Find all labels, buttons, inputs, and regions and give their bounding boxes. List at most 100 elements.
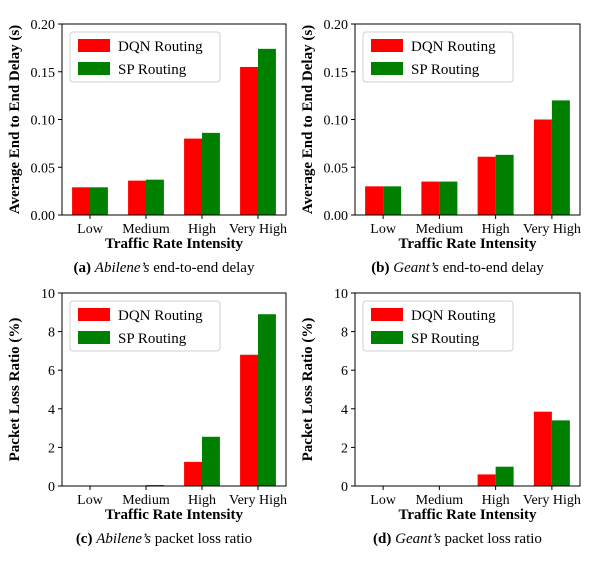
bar-dqn-high	[184, 461, 202, 487]
plot-frame	[61, 292, 287, 487]
legend-swatch-dqn	[78, 39, 110, 52]
y-tick-label: 6	[341, 364, 348, 379]
y-tick-label: 0.05	[31, 161, 56, 176]
figure-caption: (a) Abilene’s end-to-end delay	[74, 260, 255, 276]
bar-sp-very-high	[258, 314, 276, 486]
y-tick-label: 0.00	[324, 209, 349, 224]
figure-caption: (d) Geant’s packet loss ratio	[373, 531, 542, 547]
bar-dqn-very-high	[533, 411, 552, 486]
figure-caption: (b) Geant’s end-to-end delay	[371, 260, 544, 276]
x-tick-label: Medium	[416, 493, 464, 508]
legend-label-dqn: DQN Routing	[411, 308, 496, 324]
x-tick-label: High	[482, 222, 510, 237]
y-tick-label: 0	[48, 480, 55, 495]
x-tick-label: Medium	[122, 222, 170, 237]
caption-tag: (b)	[371, 260, 393, 276]
bar-sp-high	[202, 132, 220, 215]
legend-label-sp: SP Routing	[118, 331, 187, 347]
x-tick-label: Very High	[229, 222, 287, 237]
y-tick-label: 0.10	[31, 114, 56, 129]
x-tick-label: High	[188, 222, 216, 237]
bar-sp-medium	[439, 181, 458, 215]
legend-label-dqn: DQN Routing	[118, 308, 203, 324]
caption-metric: packet loss ratio	[444, 531, 541, 547]
legend-swatch-sp	[78, 62, 110, 75]
x-tick-label: Low	[77, 493, 104, 508]
y-axis-label: Average End to End Delay (s)	[7, 25, 23, 214]
x-tick-label: High	[482, 493, 510, 508]
legend-swatch-sp	[371, 331, 403, 344]
x-tick-label: Low	[370, 222, 397, 237]
x-axis-label: Traffic Rate Intensity	[398, 507, 537, 523]
legend-swatch-sp	[78, 331, 110, 344]
x-tick-label: Medium	[122, 493, 170, 508]
bar-dqn-low	[72, 187, 90, 215]
y-axis-label: Packet Loss Ratio (%)	[300, 318, 316, 462]
legend-swatch-sp	[371, 62, 403, 75]
x-tick-label: Very High	[523, 493, 581, 508]
y-tick-label: 4	[48, 403, 55, 418]
panel-a-chart: 0.00 0.05 0.10 0.15 0.20 Low Medium High Very Hi…	[7, 18, 287, 276]
y-tick-label: 6	[48, 364, 55, 379]
bar-dqn-low	[365, 186, 384, 215]
y-tick-label: 8	[341, 326, 348, 341]
caption-network: Geant’s	[395, 531, 444, 547]
bar-dqn-medium	[128, 180, 146, 215]
legend: DQN Routing SP Routing	[69, 31, 221, 83]
y-tick-label: 0.15	[324, 66, 349, 81]
legend-label-dqn: DQN Routing	[118, 39, 203, 55]
legend-label-sp: SP Routing	[411, 331, 480, 347]
panel-b-chart: 0.00 0.05 0.10 0.15 0.20 Low Medium High Very Hi…	[300, 18, 581, 276]
bar-dqn-very-high	[240, 354, 258, 486]
x-axis-label: Traffic Rate Intensity	[105, 236, 244, 252]
y-tick-label: 0.00	[31, 209, 56, 224]
bar-dqn-very-high	[240, 66, 258, 215]
bar-sp-very-high	[258, 48, 276, 215]
y-tick-label: 2	[341, 441, 348, 456]
plot-frame	[354, 292, 581, 487]
x-tick-label: Very High	[523, 222, 581, 237]
legend: DQN Routing SP Routing	[362, 300, 514, 352]
bar-dqn-medium	[421, 181, 440, 215]
bar-sp-low	[90, 187, 108, 215]
y-tick-label: 0	[341, 480, 348, 495]
bar-sp-medium	[146, 179, 164, 215]
y-tick-label: 0.05	[324, 161, 349, 176]
y-tick-label: 0.15	[31, 66, 56, 81]
x-axis-label: Traffic Rate Intensity	[105, 507, 244, 523]
caption-tag: (d)	[373, 531, 395, 547]
figure-caption: (c) Abilene’s packet loss ratio	[76, 531, 252, 547]
caption-metric: packet loss ratio	[155, 531, 252, 547]
legend: DQN Routing SP Routing	[69, 300, 221, 352]
caption-tag: (a)	[74, 260, 95, 276]
bar-sp-low	[383, 186, 402, 215]
y-tick-label: 10	[334, 287, 348, 302]
legend-swatch-dqn	[371, 39, 403, 52]
x-tick-label: Low	[77, 222, 104, 237]
y-tick-label: 8	[48, 326, 55, 341]
y-axis-label: Average End to End Delay (s)	[300, 25, 316, 214]
caption-metric: end-to-end delay	[153, 260, 255, 276]
x-tick-label: High	[188, 493, 216, 508]
y-axis-label: Packet Loss Ratio (%)	[7, 318, 23, 462]
x-axis-label: Traffic Rate Intensity	[398, 236, 537, 252]
legend-swatch-dqn	[371, 308, 403, 321]
bar-sp-high	[495, 466, 514, 486]
bar-sp-high	[495, 154, 514, 215]
caption-metric: end-to-end delay	[443, 260, 545, 276]
bar-sp-very-high	[551, 420, 570, 486]
legend-label-dqn: DQN Routing	[411, 39, 496, 55]
caption-tag: (c)	[76, 531, 96, 547]
x-tick-label: Very High	[229, 493, 287, 508]
y-tick-label: 2	[48, 441, 55, 456]
legend: DQN Routing SP Routing	[362, 31, 514, 83]
legend-label-sp: SP Routing	[411, 62, 480, 78]
bar-dqn-high	[184, 138, 202, 215]
caption-network: Abilene’s	[94, 260, 153, 276]
caption-network: Geant’s	[393, 260, 442, 276]
y-tick-label: 10	[41, 287, 55, 302]
y-tick-label: 0.20	[324, 18, 349, 33]
